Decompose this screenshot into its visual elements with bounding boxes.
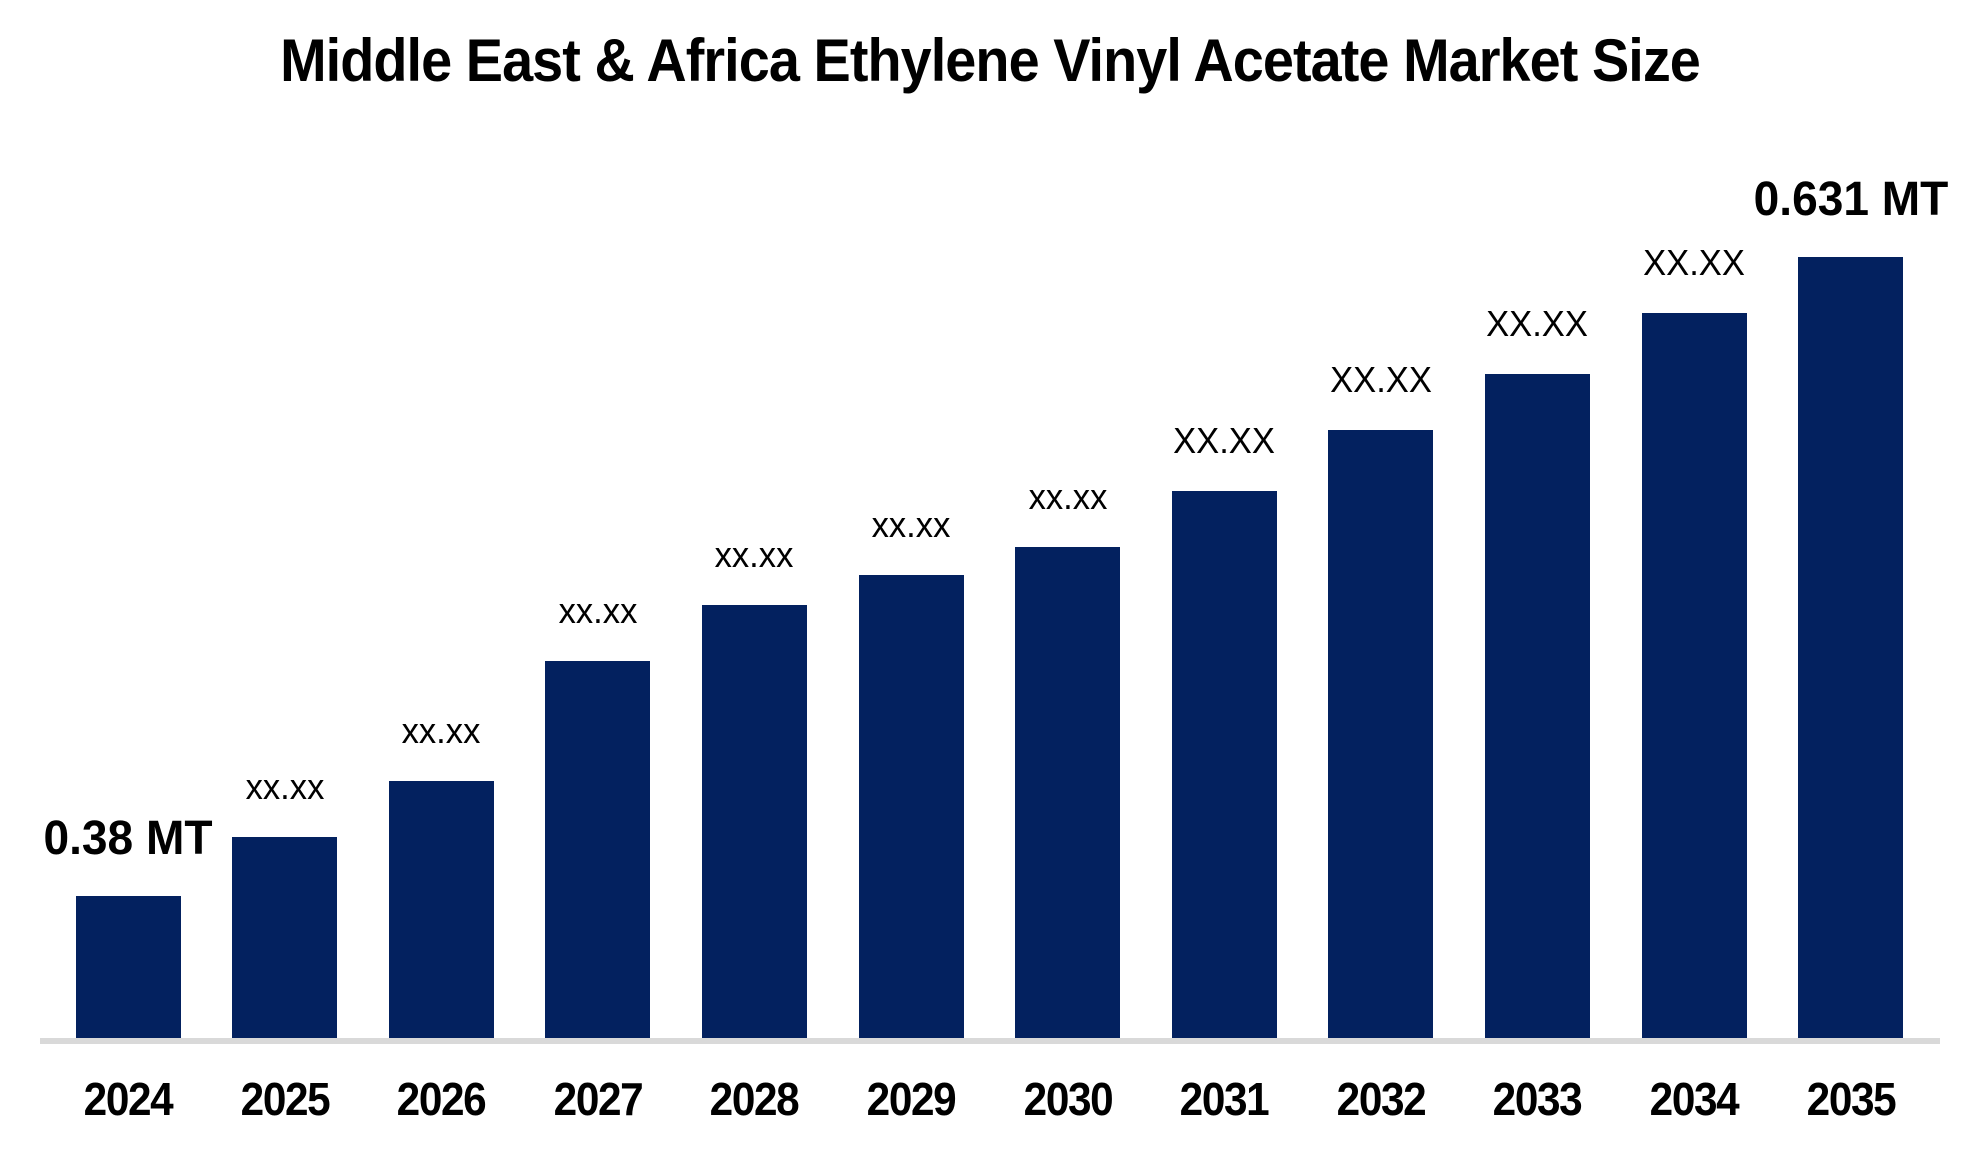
bar-value-label-2027: xx.xx	[558, 590, 638, 632]
x-axis-label-2030: 2030	[1023, 1073, 1113, 1125]
bar-2026	[388, 781, 494, 1038]
x-axis-label-2029: 2029	[866, 1073, 957, 1125]
bar-value-label-2028: xx.xx	[715, 534, 794, 576]
bar-value-label-2030: xx.xx	[1028, 476, 1107, 518]
bar-2033	[1484, 374, 1590, 1038]
bar-2032	[1328, 430, 1434, 1038]
x-axis-label-2024: 2024	[83, 1073, 174, 1125]
x-axis-label-2032: 2032	[1336, 1073, 1426, 1125]
x-axis-label-2027: 2027	[553, 1073, 643, 1125]
x-axis-label-2033: 2033	[1493, 1073, 1583, 1125]
x-axis-label-2031: 2031	[1179, 1073, 1270, 1125]
chart-title: Middle East & Africa Ethylene Vinyl Acet…	[280, 27, 1701, 94]
bar-value-label-2024: 0.38 MT	[43, 812, 213, 866]
x-axis-label-2026: 2026	[396, 1073, 487, 1125]
bar-2031	[1171, 491, 1277, 1038]
bar-value-label-2029: xx.xx	[871, 504, 951, 546]
x-axis-line	[40, 1038, 1940, 1044]
bar-2027	[545, 661, 651, 1038]
bar-value-label-2025: xx.xx	[245, 766, 324, 808]
bar-2035	[1798, 257, 1904, 1038]
x-axis-label-2034: 2034	[1649, 1073, 1740, 1125]
x-axis-label-2028: 2028	[710, 1073, 800, 1125]
bar-2028	[701, 605, 807, 1038]
bar-2029	[858, 575, 964, 1038]
bar-value-label-2035: 0.631 MT	[1753, 173, 1948, 227]
bar-2024	[75, 896, 181, 1038]
bar-value-label-2033: XX.XX	[1486, 303, 1589, 345]
bar-value-label-2026: xx.xx	[401, 710, 481, 752]
bar-value-label-2034: XX.XX	[1643, 242, 1745, 284]
x-axis-label-2035: 2035	[1806, 1073, 1896, 1125]
bar-2025	[232, 837, 338, 1038]
bar-value-label-2031: XX.XX	[1173, 420, 1276, 462]
bar-value-label-2032: XX.XX	[1329, 359, 1432, 401]
bar-2034	[1641, 313, 1747, 1038]
bar-2030	[1015, 547, 1121, 1038]
x-axis-label-2025: 2025	[240, 1073, 330, 1125]
